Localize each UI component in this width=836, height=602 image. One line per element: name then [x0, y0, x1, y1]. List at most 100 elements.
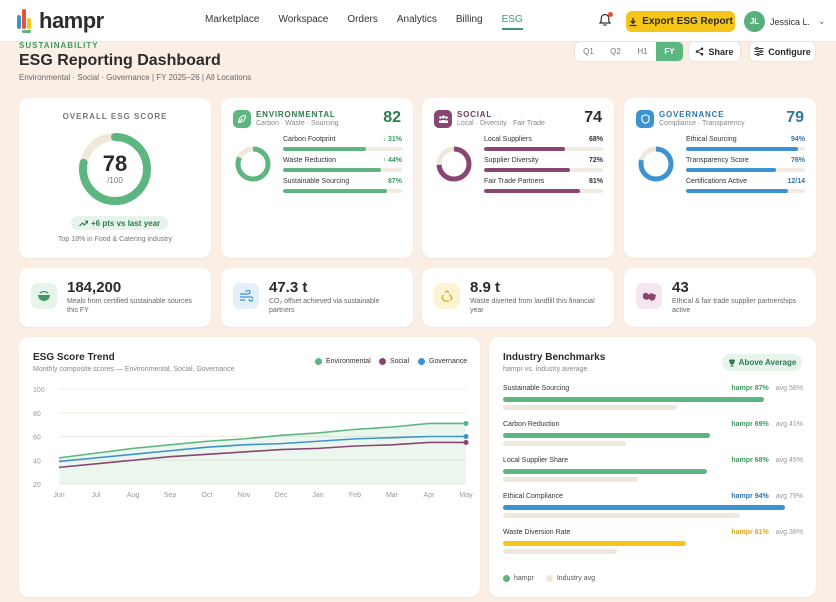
kpi-value: 43 [672, 279, 689, 296]
overall-score-ring [79, 133, 151, 205]
pillar-score-ring [638, 146, 674, 182]
x-tick-label: Oct [202, 492, 213, 499]
metric-label: Certifications Active [686, 178, 748, 185]
benchmark-avg-value: avg 38% [775, 529, 803, 536]
kpi-value: 184,200 [67, 279, 122, 296]
shield-icon [636, 110, 654, 128]
brand-name: hampr [39, 8, 104, 33]
metric-label: Ethical Sourcing [686, 136, 737, 143]
handshake-icon [636, 283, 662, 309]
pillar-score: 82 [383, 109, 401, 126]
benchmarks-subtitle: hampr vs. industry average [503, 366, 588, 373]
social-end-point [463, 439, 469, 445]
industry-benchmarks-card: Industry Benchmarks hampr vs. industry a… [489, 337, 816, 597]
metric-label: Sustainable Sourcing [283, 178, 350, 185]
export-esg-report-button[interactable]: Export ESG Report [626, 11, 735, 32]
benchmark-hampr-bar [503, 397, 764, 402]
nav-marketplace[interactable]: Marketplace [205, 14, 260, 25]
social-line [58, 441, 466, 469]
benchmark-avg-bar [503, 549, 617, 554]
benchmark-avg-value: avg 45% [775, 457, 803, 464]
user-menu[interactable]: JL Jessica L. ⌄ [744, 11, 826, 32]
benchmark-row: Waste Diversion Rate hampr 61% avg 38% [503, 529, 803, 554]
metric-value: ↓ 31% [382, 136, 402, 143]
benchmark-avg-value: avg 58% [775, 385, 803, 392]
period-selector: Q1 Q2 H1 FY [574, 41, 684, 62]
period-q2[interactable]: Q2 [610, 47, 621, 56]
nav-esg[interactable]: ESG [501, 14, 523, 30]
pillar-name: GOVERNANCE [659, 110, 725, 119]
benchmark-hampr-value: hampr 68% [731, 457, 769, 464]
benchmark-hampr-value: hampr 61% [731, 529, 769, 536]
export-label: Export ESG Report [642, 16, 733, 27]
kpi-partners-card: 43 Ethical & fair trade supplier partner… [624, 268, 816, 327]
benchmark-avg-bar [503, 513, 740, 518]
leaf-icon [233, 110, 251, 128]
download-icon [629, 17, 637, 26]
kpi-value: 47.3 t [269, 279, 308, 296]
metric-bar [686, 147, 798, 151]
metric-certifications-active: Certifications Active 12/14 [686, 178, 805, 193]
environmental-card[interactable]: ENVIRONMENTAL Carbon · Waste · Sourcing … [221, 98, 413, 258]
benchmark-label: Sustainable Sourcing [503, 385, 570, 392]
metric-sustainable-sourcing: Sustainable Sourcing 87% [283, 178, 402, 193]
x-tick-label: Aug [127, 492, 140, 499]
benchmark-label: Waste Diversion Rate [503, 529, 571, 536]
metric-value: 76% [790, 157, 805, 164]
metric-value: ↑ 44% [382, 157, 402, 164]
trend-up-icon [79, 219, 88, 226]
kpi-value: 8.9 t [470, 279, 501, 296]
overall-score-title: OVERALL ESG SCORE [62, 112, 168, 121]
pillar-tags: Local · Diversity · Fair Trade [457, 120, 545, 127]
legend-environmental[interactable]: Environmental [315, 358, 371, 365]
industry-rank-text: Top 18% in Food & Catering industry [57, 236, 172, 243]
y-tick-label: 80 [33, 411, 41, 418]
trophy-icon [728, 359, 735, 366]
metric-label: Local Suppliers [484, 136, 532, 143]
metric-local-suppliers: Local Suppliers 68% [484, 136, 603, 151]
legend-label: Environmental [326, 358, 371, 365]
benchmark-hampr-value: hampr 94% [731, 493, 769, 500]
period-h1[interactable]: H1 [637, 47, 648, 56]
brand-logo[interactable]: hampr [17, 8, 104, 34]
kpi-co2-card: 47.3 t CO₂ offset achieved via sustainab… [221, 268, 413, 327]
benchmark-label: Ethical Compliance [503, 493, 563, 500]
period-fy[interactable]: FY [656, 42, 683, 61]
kpi-label: Waste diverted from landfill this financ… [470, 298, 595, 314]
legend-label: Industry avg [556, 575, 595, 582]
nav-workspace[interactable]: Workspace [278, 14, 329, 25]
nav-analytics[interactable]: Analytics [396, 14, 437, 25]
legend-governance[interactable]: Governance [418, 358, 467, 365]
legend-label: Social [390, 358, 410, 365]
x-tick-label: Dec [275, 492, 288, 499]
y-tick-label: 60 [33, 435, 41, 442]
score-delta-text: +6 pts vs last year [91, 218, 161, 228]
legend-social[interactable]: Social [379, 358, 409, 365]
x-tick-label: Apr [424, 492, 436, 499]
kpi-label: Meals from certified sustainable sources… [67, 298, 192, 314]
benchmarks-title: Industry Benchmarks [503, 352, 606, 363]
page-eyebrow: SUSTAINABILITY [19, 41, 99, 50]
nav-billing[interactable]: Billing [455, 14, 483, 25]
chevron-down-icon: ⌄ [818, 16, 826, 26]
metric-label: Fair Trade Partners [484, 178, 545, 185]
nav-orders[interactable]: Orders [347, 14, 378, 25]
notification-bell-icon[interactable] [598, 12, 613, 27]
metric-bar [283, 168, 381, 172]
kpi-waste-card: 8.9 t Waste diverted from landfill this … [422, 268, 614, 327]
benchmark-row: Local Supplier Share hampr 68% avg 45% [503, 457, 803, 482]
pillar-name: ENVIRONMENTAL [256, 110, 336, 119]
configure-button[interactable]: Configure [749, 41, 816, 62]
benchmark-avg-bar [503, 405, 677, 410]
metric-fair-trade-partners: Fair Trade Partners 81% [484, 178, 603, 193]
bowl-icon [31, 283, 57, 309]
period-q1[interactable]: Q1 [583, 47, 594, 56]
share-button[interactable]: Share [688, 41, 741, 62]
governance-card[interactable]: GOVERNANCE Compliance · Transparency 79 … [624, 98, 816, 258]
social-card[interactable]: SOCIAL Local · Diversity · Fair Trade 74… [422, 98, 614, 258]
benchmark-avg-bar [503, 441, 626, 446]
y-tick-label: 20 [33, 482, 41, 489]
benchmarks-legend: hampr Industry avg [503, 575, 595, 582]
metric-value: 12/14 [787, 178, 805, 185]
metric-label: Carbon Footprint [283, 136, 336, 143]
